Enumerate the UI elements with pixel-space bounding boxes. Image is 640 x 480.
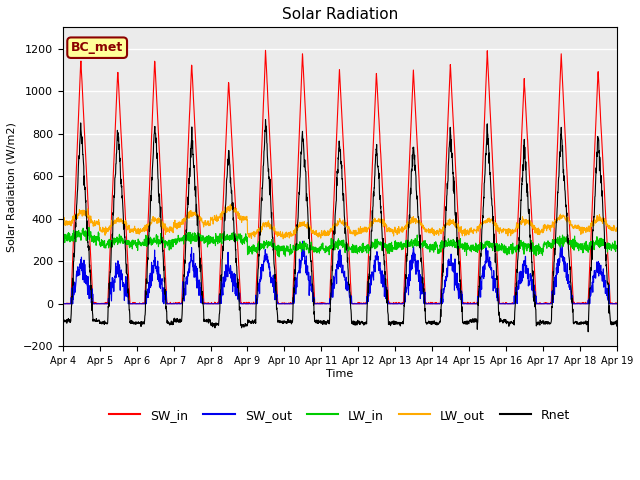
LW_out [213,215,221,220]
Rnet [368,224,376,230]
SW_in [368,170,376,176]
Legend: SW_in, SW_out, LW_in, LW_out, Rnet: SW_in, SW_out, LW_in, LW_out, Rnet [104,404,575,427]
SW_out [368,269,376,275]
LW_out [59,221,67,227]
Rnet [501,317,509,323]
SW_out [299,239,307,244]
Title: Solar Radiation: Solar Radiation [282,7,398,22]
Line: Rnet: Rnet [63,120,617,332]
LW_out [501,227,509,232]
Rnet [613,318,621,324]
Rnet [564,236,572,241]
LW_out [227,202,234,208]
Line: SW_in: SW_in [63,50,617,304]
SW_out [501,301,509,307]
LW_in [85,225,93,230]
Rnet [356,319,364,325]
SW_in [262,48,269,53]
LW_out [356,227,364,232]
Y-axis label: Solar Radiation (W/m2): Solar Radiation (W/m2) [7,122,17,252]
Rnet [59,318,67,324]
SW_out [564,274,572,280]
SW_in [564,195,572,201]
Rnet [262,117,269,122]
SW_in [580,300,588,306]
Line: LW_out: LW_out [63,205,617,239]
LW_in [59,234,67,240]
SW_out [613,301,621,307]
Text: BC_met: BC_met [71,41,124,54]
SW_in [356,300,364,306]
LW_in [369,241,376,247]
SW_in [613,301,621,307]
LW_in [564,239,572,244]
Line: SW_out: SW_out [63,241,617,304]
Rnet [580,321,588,327]
Line: LW_in: LW_in [63,228,617,257]
LW_in [580,245,588,251]
Rnet [213,321,221,326]
Rnet [584,329,592,335]
SW_in [59,301,67,307]
SW_in [213,301,221,307]
SW_out [213,301,221,307]
LW_out [280,236,287,242]
LW_in [275,254,283,260]
SW_out [356,301,364,307]
LW_out [369,223,376,228]
LW_out [564,217,572,223]
LW_in [214,238,221,243]
LW_in [501,244,509,250]
X-axis label: Time: Time [326,369,353,379]
SW_out [580,301,588,307]
SW_out [59,301,67,307]
LW_in [613,242,621,248]
LW_out [613,225,621,230]
SW_in [501,301,509,307]
LW_in [356,247,364,252]
LW_out [580,225,588,230]
